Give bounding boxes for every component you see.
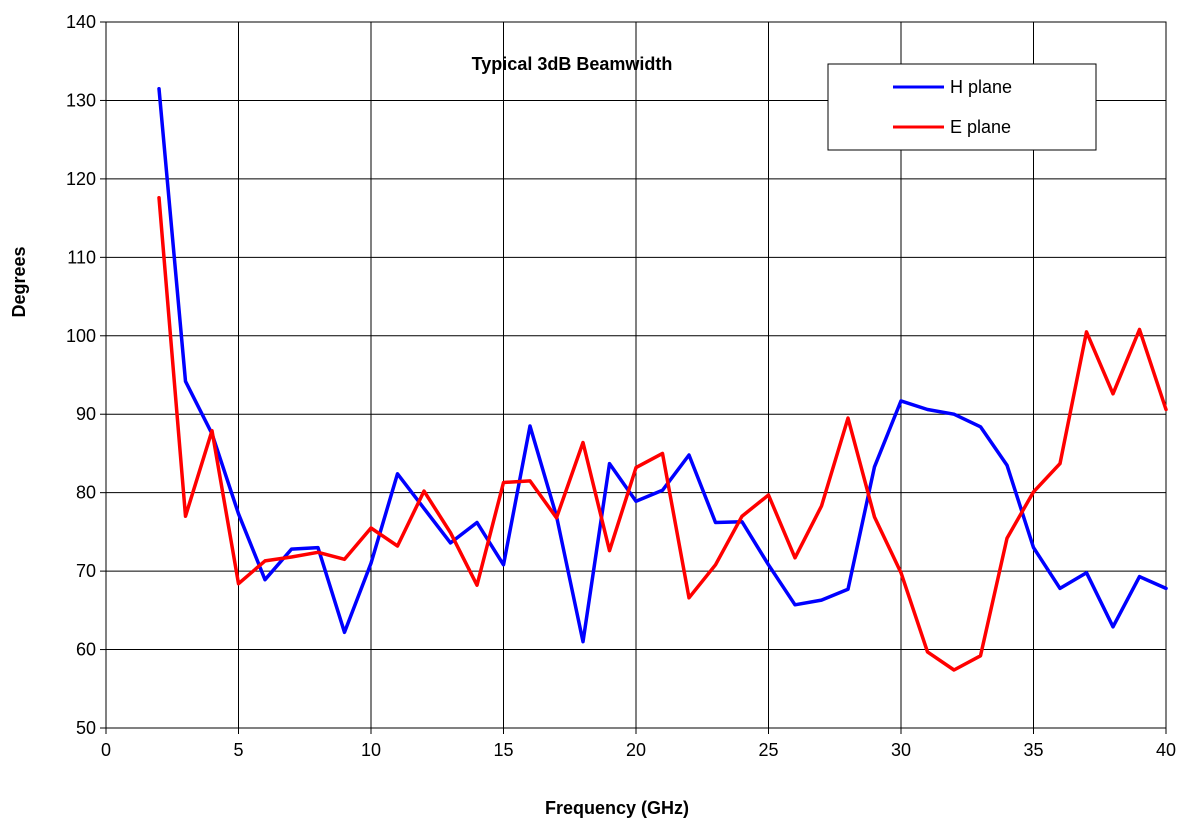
- x-tick-label: 30: [891, 740, 911, 760]
- x-tick-label: 15: [493, 740, 513, 760]
- y-tick-label: 140: [66, 12, 96, 32]
- x-tick-label: 25: [758, 740, 778, 760]
- x-tick-label: 35: [1023, 740, 1043, 760]
- x-tick-label: 0: [101, 740, 111, 760]
- y-tick-label: 130: [66, 90, 96, 110]
- chart-title: Typical 3dB Beamwidth: [472, 54, 673, 74]
- x-tick-label: 10: [361, 740, 381, 760]
- x-axis-title: Frequency (GHz): [545, 798, 689, 818]
- x-tick-label: 40: [1156, 740, 1176, 760]
- y-tick-label: 100: [66, 326, 96, 346]
- y-tick-label: 70: [76, 561, 96, 581]
- y-tick-label: 110: [67, 247, 96, 267]
- legend: H plane E plane: [828, 64, 1096, 150]
- legend-label-h-plane: H plane: [950, 77, 1012, 97]
- legend-label-e-plane: E plane: [950, 117, 1011, 137]
- x-tick-label: 5: [233, 740, 243, 760]
- y-tick-label: 120: [66, 169, 96, 189]
- y-tick-label: 60: [76, 640, 96, 660]
- y-tick-label: 50: [76, 718, 96, 738]
- x-tick-label: 20: [626, 740, 646, 760]
- x-axis-ticks: 0 5 10 15 20 25 30 35 40: [101, 728, 1176, 760]
- y-tick-label: 90: [76, 404, 96, 424]
- y-axis-title: Degrees: [9, 246, 29, 317]
- y-axis-ticks: 50 60 70 80 90 100 110 120 130 140: [66, 12, 106, 738]
- y-tick-label: 80: [76, 483, 96, 503]
